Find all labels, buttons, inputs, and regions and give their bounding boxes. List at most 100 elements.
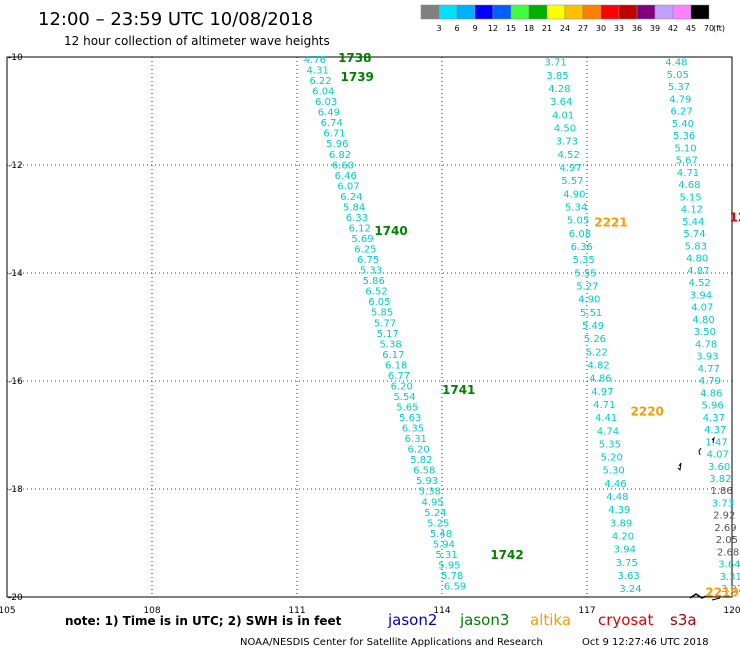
time-label: 2220 — [631, 405, 664, 419]
wave-height-label: 5.65 — [396, 402, 418, 413]
wave-height-label: 5.30 — [603, 466, 625, 477]
legend-label: 3 — [436, 24, 441, 33]
wave-height-label: 6.35 — [402, 424, 424, 435]
track-2: 3.71 3.85 4.28 3.64 4.01 4.50 3.73 4.52 4.97 5.57… — [544, 58, 641, 596]
y-axis-ticks: -10 -12 -14 -16 -18 -20 — [8, 53, 23, 603]
legend-swatch — [456, 4, 476, 20]
wave-height-label: 6.22 — [309, 76, 331, 87]
wave-height-tracks: 4.764.316.226.046.036.496.746.715.966.82… — [304, 55, 740, 595]
time-label: 1740 — [374, 224, 407, 238]
wave-height-label: 4.97 — [559, 163, 581, 174]
wave-height-label: 5.49 — [582, 321, 604, 332]
legend-label: 18 — [524, 24, 534, 33]
time-label: 121 — [730, 210, 740, 224]
wave-height-label: 6.03 — [315, 97, 337, 108]
wave-height-label: 4.01 — [552, 110, 574, 121]
wave-height-label: 4.07 — [691, 303, 713, 314]
wave-height-label: 5.40 — [672, 119, 694, 130]
wave-height-label: 5.84 — [343, 202, 365, 213]
coast-mark — [698, 447, 702, 456]
wave-height-label: 4.48 — [606, 492, 628, 503]
wave-height-label: 6.49 — [318, 108, 340, 119]
wave-height-label: 5.44 — [682, 217, 704, 228]
footer-credit: NOAA/NESDIS Center for Satellite Applica… — [240, 637, 543, 648]
wave-height-label: 4.76 — [304, 55, 326, 66]
footer-timestamp: Oct 9 12:27:46 UTC 2018 — [582, 637, 709, 648]
wave-height-label: 4.28 — [548, 84, 570, 95]
wave-height-label: 2.69 — [714, 523, 736, 534]
legend-swatch — [474, 4, 494, 20]
wave-height-label: 4.79 — [699, 376, 721, 387]
wave-height-label: 6.31 — [405, 434, 427, 445]
satellite-altika: altika — [530, 611, 571, 629]
wave-height-label: 6.46 — [335, 171, 357, 182]
wave-height-label: 6.24 — [340, 192, 362, 203]
wave-height-label: 2.92 — [713, 511, 735, 522]
time-label: 1741 — [442, 383, 475, 397]
wave-height-label: 5.86 — [363, 276, 385, 287]
legend-label: 45 — [686, 24, 696, 33]
wave-height-label: 4.12 — [681, 205, 703, 216]
wave-height-label: 5.57 — [561, 176, 583, 187]
wave-height-label: 6.04 — [312, 87, 334, 98]
legend-swatch — [492, 4, 512, 20]
x-tick-label: 120 — [723, 606, 740, 616]
wave-height-label: 4.20 — [612, 532, 634, 543]
satellite-jason3: jason3 — [459, 611, 509, 629]
y-tick-label: -16 — [8, 377, 23, 387]
legend-label: 39 — [650, 24, 660, 33]
wave-height-label: 4.79 — [669, 94, 691, 105]
legend-label: 30 — [596, 24, 606, 33]
plot-frame — [6, 56, 733, 598]
legend-swatch — [690, 4, 710, 20]
wave-height-label: 5.17 — [377, 329, 399, 340]
wave-height-label: 5.24 — [424, 508, 446, 519]
legend-swatch — [582, 4, 602, 20]
y-tick-label: -12 — [8, 161, 23, 171]
track-3: 4.485.055.374.796.275.405.365.105.674.71… — [665, 58, 740, 596]
wave-height-label: 5.95 — [438, 560, 460, 571]
legend-swatch — [510, 4, 530, 20]
wave-height-label: 4.71 — [677, 168, 699, 179]
coast-mark — [711, 597, 721, 601]
wave-height-label: 4.86 — [700, 388, 722, 399]
wave-height-label: 5.31 — [436, 550, 458, 561]
wave-height-label: 3.73 — [712, 498, 734, 509]
plot-area: -10 -12 -14 -16 -18 -20 105 108 111 114 117 120 4.… — [0, 51, 740, 616]
wave-height-label: 4.37 — [703, 413, 725, 424]
time-label: 2219 — [705, 586, 738, 600]
wave-height-label: 5.15 — [680, 192, 702, 203]
wave-height-label: 3.85 — [546, 71, 568, 82]
legend-swatch — [600, 4, 620, 20]
wave-height-label: 5.22 — [586, 347, 608, 358]
legend-label: (ft) — [713, 24, 725, 33]
wave-height-label: 3.82 — [709, 474, 731, 485]
wave-height-label: 6.59 — [444, 582, 466, 593]
wave-height-label: 3.64 — [550, 97, 572, 108]
wave-height-label: 4.46 — [604, 479, 626, 490]
legend-swatch — [528, 4, 548, 20]
wave-height-label: 3.94 — [690, 290, 712, 301]
wave-height-label: 5.05 — [567, 216, 589, 227]
wave-height-label: 4.90 — [563, 189, 585, 200]
wave-height-label: 3.89 — [610, 518, 632, 529]
legend-swatch — [546, 4, 566, 20]
wave-height-label: 4.80 — [686, 254, 708, 265]
wave-height-label: 2.68 — [717, 547, 739, 558]
legend-label: 9 — [472, 24, 477, 33]
wave-height-label: 5.20 — [601, 453, 623, 464]
satellite-jason2: jason2 — [387, 611, 437, 629]
legend-label: 36 — [632, 24, 642, 33]
wave-height-label: 4.52 — [558, 150, 580, 161]
legend-swatch — [672, 4, 692, 20]
wave-height-label: 6.60 — [332, 160, 354, 171]
wave-height-label: 5.51 — [580, 308, 602, 319]
wave-height-label: 3.71 — [544, 58, 566, 69]
wave-height-label: 4.07 — [707, 450, 729, 461]
x-axis-ticks: 105 108 111 114 117 120 — [0, 606, 740, 616]
wave-height-label: 6.71 — [323, 129, 345, 140]
wave-height-label: 6.58 — [413, 466, 435, 477]
x-tick-label: 105 — [0, 606, 16, 616]
wave-height-label: 6.27 — [670, 107, 692, 118]
